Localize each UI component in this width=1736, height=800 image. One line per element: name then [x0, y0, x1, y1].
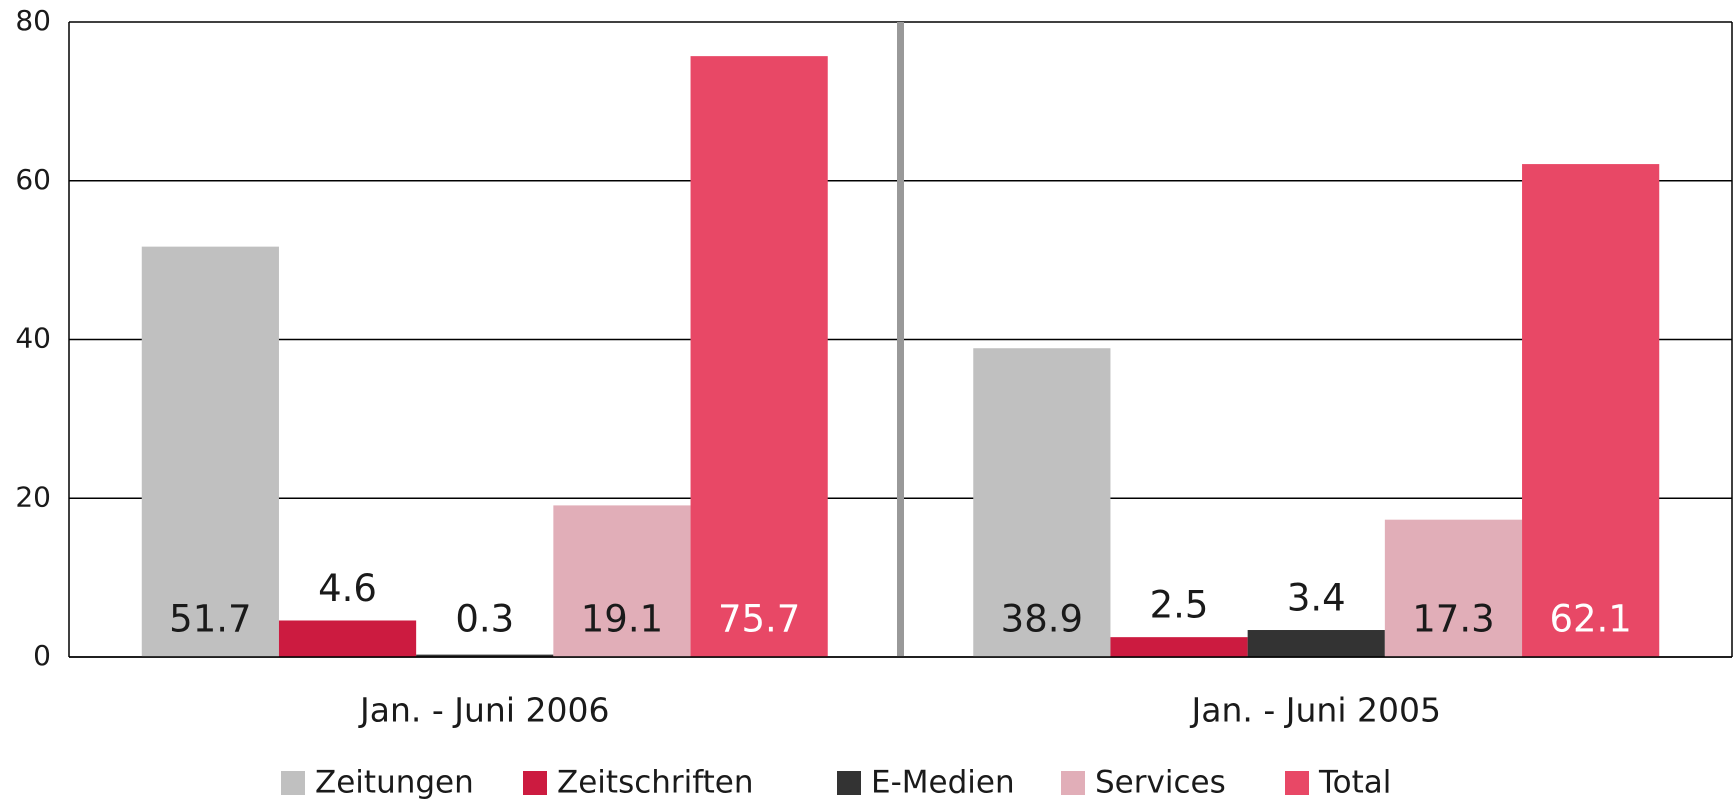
bar: [1384, 519, 1523, 657]
legend-label: E-Medien: [871, 765, 1015, 800]
data-label: 62.1: [1549, 598, 1631, 641]
data-label: 75.7: [718, 598, 800, 641]
bar: [690, 56, 828, 658]
legend-label: Zeitschriften: [557, 765, 754, 800]
legend-swatch: [1285, 771, 1309, 795]
legend-label: Zeitungen: [315, 765, 474, 800]
x-tick-label: Jan. - Juni 2005: [1190, 691, 1441, 730]
bar: [1522, 164, 1660, 658]
y-tick-label: 40: [15, 322, 51, 355]
data-label: 19.1: [581, 598, 663, 641]
y-tick-label: 80: [15, 4, 51, 37]
legend-swatch: [281, 771, 305, 795]
y-tick-label: 0: [33, 639, 51, 672]
x-tick-label: Jan. - Juni 2006: [358, 691, 609, 730]
bar: [141, 246, 279, 657]
legend-label: Services: [1095, 765, 1226, 800]
data-label: 3.4: [1287, 577, 1346, 620]
bar: [416, 654, 554, 657]
legend-label: Total: [1318, 765, 1391, 800]
legend-swatch: [523, 771, 547, 795]
data-label: 2.5: [1150, 584, 1209, 627]
bar: [1247, 630, 1385, 657]
bar: [1110, 637, 1248, 657]
data-label: 51.7: [169, 598, 251, 641]
legend-swatch: [837, 771, 861, 795]
bar: [973, 348, 1111, 657]
data-label: 17.3: [1412, 598, 1494, 641]
bar: [278, 620, 417, 657]
data-label: 0.3: [455, 598, 514, 641]
y-tick-label: 20: [15, 480, 51, 513]
data-label: 38.9: [1001, 598, 1083, 641]
legend-swatch: [1061, 771, 1085, 795]
y-tick-label: 60: [15, 163, 51, 196]
bar: [553, 505, 691, 657]
data-label: 4.6: [318, 567, 377, 610]
